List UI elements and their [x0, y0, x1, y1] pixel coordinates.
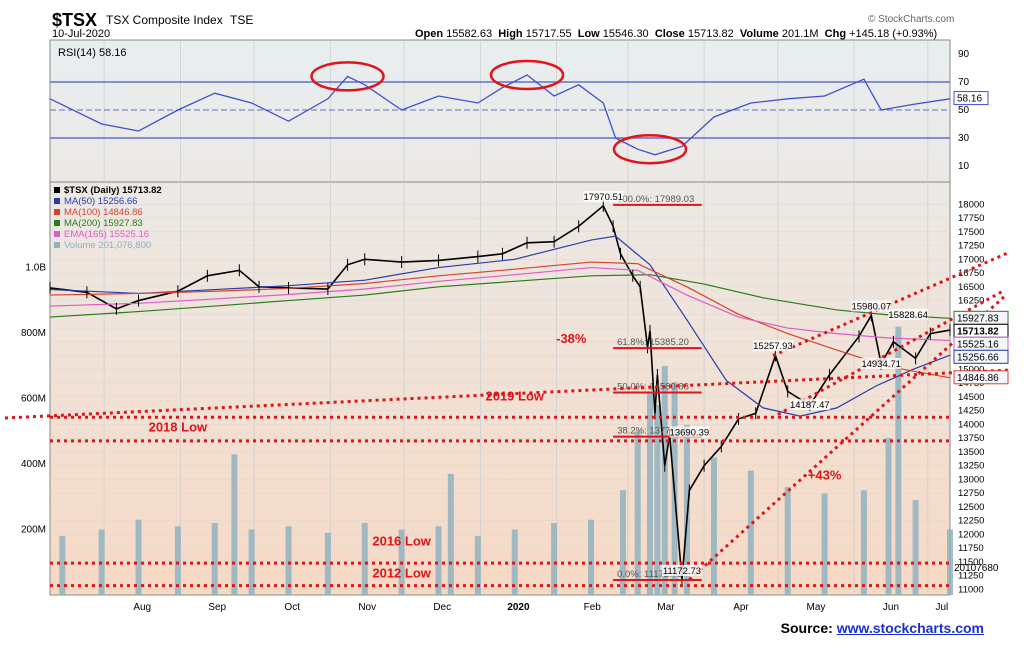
y-tick-label: 11750 [958, 543, 984, 554]
x-tick-label: Sep [208, 602, 226, 613]
volume-bar [231, 454, 237, 595]
fib-label: 61.8%: 15385.20 [617, 337, 689, 348]
legend-swatch [54, 209, 60, 215]
price-point-label: 15257.93 [753, 341, 793, 352]
x-tick-label: Aug [133, 602, 151, 613]
right-value-label: 15256.66 [957, 352, 999, 363]
price-point-label: 14934.71 [861, 359, 901, 370]
volume-tick-label: 600M [21, 394, 46, 405]
legend-swatch [54, 187, 60, 193]
rsi-tick-label: 30 [958, 133, 970, 144]
rsi-tick-label: 10 [958, 161, 970, 172]
x-tick-label: Feb [584, 602, 602, 613]
source-credit: Source: www.stockcharts.com [781, 620, 984, 636]
right-value-label: 14846.86 [957, 373, 999, 384]
rsi-tick-label: 90 [958, 49, 970, 60]
x-tick-label: 2020 [507, 602, 530, 613]
rsi-tick-label: 70 [958, 77, 970, 88]
price-point-label: 14187.47 [790, 400, 830, 411]
volume-bar [448, 474, 454, 595]
legend-label: Volume 201,076,800 [64, 240, 151, 251]
volume-current-label: 20107680 [954, 563, 999, 574]
y-tick-label: 13750 [958, 433, 984, 444]
volume-bar [588, 520, 594, 595]
volume-tick-label: 400M [21, 459, 46, 470]
y-tick-label: 14500 [958, 392, 984, 403]
x-tick-label: Mar [657, 602, 675, 613]
volume-bar [711, 458, 717, 595]
right-value-label: 15713.82 [957, 326, 999, 337]
volume-bar [748, 471, 754, 595]
right-value-label: 15927.83 [957, 313, 999, 324]
rsi-title: RSI(14) 58.16 [58, 47, 126, 59]
volume-bar [861, 490, 867, 595]
source-link[interactable]: www.stockcharts.com [837, 620, 984, 636]
volume-tick-label: 1.0B [25, 263, 46, 274]
price-point-label: 11172.73 [663, 566, 701, 577]
y-tick-label: 17750 [958, 213, 984, 224]
price-point-label: 15828.64 [888, 310, 928, 321]
source-label: Source: [781, 620, 833, 636]
annotation-label: 2018 Low [149, 420, 208, 435]
x-tick-label: Jul [935, 602, 948, 613]
legend-swatch [54, 220, 60, 226]
x-tick-label: Dec [433, 602, 451, 613]
y-tick-label: 13250 [958, 461, 984, 472]
legend-label: EMA(165) 15525.16 [64, 229, 149, 240]
fib-label: 100.0%: 17989.03 [617, 194, 694, 205]
y-tick-label: 11000 [958, 584, 984, 595]
volume-tick-label: 800M [21, 328, 46, 339]
legend-swatch [54, 198, 60, 204]
volume-tick-label: 200M [21, 525, 46, 536]
volume-bar [136, 520, 142, 595]
annotation-label: 2016 Low [372, 533, 431, 548]
rsi-tick-label: 50 [958, 105, 970, 116]
y-tick-label: 12250 [958, 516, 984, 527]
volume-bar [785, 487, 791, 595]
plot-background [50, 40, 950, 595]
y-tick-label: 17500 [958, 227, 984, 238]
volume-bar [822, 494, 828, 595]
legend-swatch [54, 231, 60, 237]
y-tick-label: 13500 [958, 447, 984, 458]
volume-bar [662, 366, 668, 595]
y-tick-label: 14000 [958, 419, 984, 430]
x-tick-label: Oct [284, 602, 300, 613]
right-value-tags: 15927.83 15713.82 15525.16 15256.66 14846.86 [954, 311, 1008, 383]
legend-swatch [54, 242, 60, 248]
legend-label: MA(100) 14846.86 [64, 207, 143, 218]
y-tick-label: 12000 [958, 529, 984, 540]
legend-label: MA(200) 15927.83 [64, 218, 143, 229]
volume-bar [913, 500, 919, 595]
y-tick-label: 16750 [958, 268, 984, 279]
x-tick-label: Apr [733, 602, 749, 613]
y-tick-label: 12750 [958, 488, 984, 499]
price-point-label: 15980.07 [851, 301, 891, 312]
annotation-label: 2019 Low [485, 389, 544, 404]
x-tick-label: May [807, 602, 826, 613]
y-tick-label: 13000 [958, 474, 984, 485]
price-point-label: 17970.51 [583, 192, 623, 203]
y-tick-label: 12500 [958, 502, 984, 513]
annotation-label: +43% [808, 467, 842, 482]
legend-label: $TSX (Daily) 15713.82 [64, 185, 162, 196]
annotation-label: -38% [556, 331, 587, 346]
y-tick-label: 16500 [958, 282, 984, 293]
y-tick-label: 16250 [958, 296, 984, 307]
y-tick-label: 14250 [958, 406, 984, 417]
annotation-label: 2012 Low [372, 565, 431, 580]
legend-label: MA(50) 15256.66 [64, 196, 137, 207]
volume-bar [886, 438, 892, 595]
price-point-label: 13690.39 [670, 427, 710, 438]
x-tick-label: Jun [883, 602, 899, 613]
rsi-current-label: 58.16 [957, 94, 982, 105]
right-value-label: 15525.16 [957, 339, 999, 350]
x-tick-label: Nov [358, 602, 376, 613]
y-tick-label: 18000 [958, 199, 984, 210]
y-tick-label: 17250 [958, 241, 984, 252]
